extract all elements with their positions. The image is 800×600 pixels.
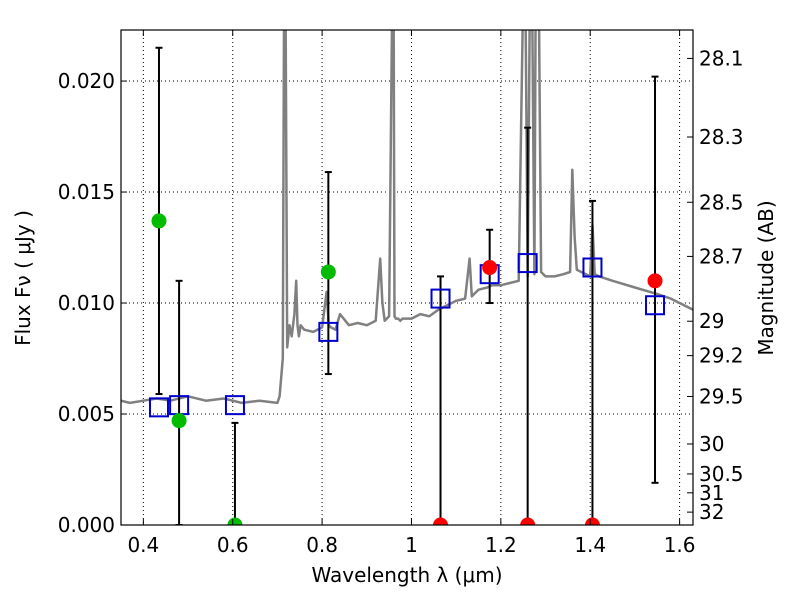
x-tick-label: 0.4 <box>127 533 159 557</box>
observed-flux-point <box>171 413 187 429</box>
observed-flux-point <box>227 517 243 525</box>
observed-flux-point <box>433 517 449 525</box>
y-tick-label: 0.015 <box>58 180 115 204</box>
y2-axis-title: Magnitude (AB) <box>754 200 778 355</box>
grid-lines <box>121 30 693 526</box>
tick-labels: 0.4 0.6 0.8 1 1.2 1.4 1.6 0.000 0.005 0.010 0.015 0… <box>58 46 744 557</box>
observed-flux-point <box>151 213 167 229</box>
x-tick-label: 1.2 <box>485 533 517 557</box>
y-axis-title: Flux Fν ( μJy ) <box>11 210 35 346</box>
x-tick-label: 1.6 <box>664 533 696 557</box>
axis-ticks <box>121 30 693 526</box>
x-tick-label: 1 <box>405 533 418 557</box>
y2-tick-label: 29.5 <box>699 384 744 408</box>
y-tick-label: 0.020 <box>58 69 115 93</box>
observed-flux-point <box>520 517 536 525</box>
y2-tick-label: 28.7 <box>699 244 744 268</box>
model-flux-square <box>318 321 339 342</box>
model-flux-square <box>582 257 603 278</box>
observed-flux-point <box>584 517 600 525</box>
observed-flux-point <box>320 264 336 280</box>
x-tick-label: 0.8 <box>306 533 338 557</box>
spectrum-line <box>121 30 693 405</box>
x-tick-label: 1.4 <box>574 533 606 557</box>
y2-tick-label: 30 <box>699 432 724 456</box>
y2-tick-label: 28.5 <box>699 190 744 214</box>
y2-tick-label: 28.3 <box>699 125 744 149</box>
model-flux-square <box>430 288 451 309</box>
model-flux-square <box>517 253 538 274</box>
y2-tick-label: 31 <box>699 481 724 505</box>
y2-tick-label: 28.1 <box>699 46 744 70</box>
x-axis-title: Wavelength λ (μm) <box>311 563 502 587</box>
observed-flux-point <box>647 273 663 289</box>
y2-tick-label: 30.5 <box>699 462 744 486</box>
x-tick-label: 0.6 <box>217 533 249 557</box>
model-flux-square <box>224 395 245 416</box>
y-tick-label: 0.005 <box>58 402 115 426</box>
error-bars <box>155 46 659 525</box>
observed-flux-point <box>482 260 498 276</box>
model-flux-square <box>645 295 666 316</box>
y-tick-label: 0.000 <box>58 513 115 537</box>
y2-tick-label: 29 <box>699 309 724 333</box>
model-flux-square <box>148 397 169 418</box>
y2-tick-label: 29.2 <box>699 344 744 368</box>
y-tick-label: 0.010 <box>58 291 115 315</box>
observed-flux-markers <box>151 213 663 525</box>
plot-area <box>121 30 693 525</box>
model-flux-markers <box>148 253 666 418</box>
plot-frame <box>120 29 694 526</box>
y2-tick-label: 32 <box>699 500 724 524</box>
